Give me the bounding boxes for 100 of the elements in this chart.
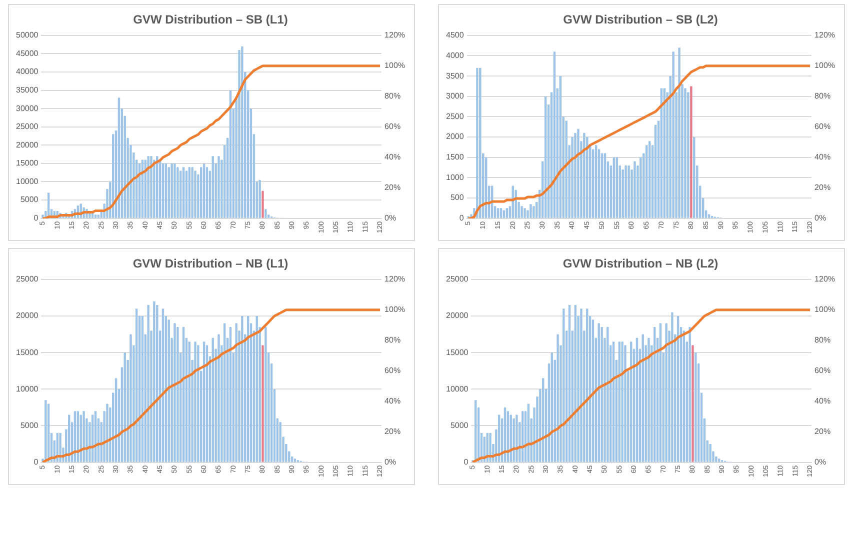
y2-tick-label: 20% [814,183,831,192]
y-tick-label: 1500 [446,152,464,162]
y-tick-label: 3000 [446,92,464,101]
bar [147,305,150,462]
bar [241,316,244,462]
bar [264,326,267,462]
y2-tick-label: 120% [384,30,406,40]
y2-tick-label: 40% [384,152,401,162]
chart-title: GVW Distribution – NB (L1) [132,256,288,271]
y2-tick-label: 100% [384,305,406,314]
y2-tick-label: 80% [384,92,401,101]
y2-tick-label: 100% [814,305,836,314]
bar [94,214,97,218]
bar [583,132,586,218]
bar [200,167,202,218]
y-tick-label: 30000 [16,104,39,113]
y2-tick-label: 40% [814,396,831,406]
bar [153,301,156,462]
y2-tick-label: 20% [384,183,401,192]
y2-tick-label: 120% [384,274,406,284]
y-tick-label: 5000 [450,420,469,430]
bar [654,124,657,218]
bar [616,157,618,218]
bar [512,186,514,218]
bar [212,156,214,218]
y-tick-label: 0 [34,458,39,467]
y-tick-label: 20000 [16,311,39,320]
chart-title: GVW Distribution – SB (L1) [133,12,288,27]
y2-tick-label: 80% [814,336,831,345]
bar [510,414,512,462]
bar [218,156,220,218]
y-tick-label: 500 [450,193,464,202]
bar [197,345,200,462]
bar [672,52,674,218]
y2-tick-label: 100% [814,61,836,70]
y2-tick-label: 120% [814,274,836,284]
bar [502,210,506,218]
y-tick-label: 35000 [16,85,39,94]
bar [692,345,694,462]
y2-tick-label: 0% [384,458,396,467]
bar [594,145,598,218]
bar [621,342,624,462]
bar [174,323,176,462]
bar [606,326,609,462]
bar [496,208,500,218]
bar [524,208,526,218]
y2-tick-label: 80% [384,336,401,345]
bar [262,190,264,218]
bar [612,157,616,218]
bar [476,68,478,218]
y-tick-label: 45000 [16,48,39,58]
bar [164,163,168,218]
bar [176,326,179,462]
bar [188,167,190,218]
y2-tick-label: 0% [814,458,826,467]
bar [202,163,206,218]
y2-tick-label: 20% [384,427,401,436]
bar [194,342,196,462]
bar [586,137,588,218]
y2-tick-label: 0% [814,214,826,223]
y2-tick-label: 40% [384,396,401,406]
bar [150,156,152,218]
bar [168,167,170,218]
bar [520,206,523,218]
bar [624,345,626,462]
bar [153,160,156,218]
y-tick-label: 2000 [446,132,464,142]
bar [262,345,264,462]
y2-tick-label: 60% [384,366,401,376]
bar [218,334,220,462]
bar [688,326,691,462]
bar [516,414,518,462]
y2-tick-label: 20% [814,427,831,436]
bar [179,170,182,218]
bar [684,88,686,218]
bar [479,68,482,218]
y-tick-label: 0 [34,214,39,223]
bar [191,167,194,218]
bar [577,128,580,218]
bar [624,165,627,218]
bar [678,48,680,218]
bar [574,132,576,218]
bar [592,149,594,218]
bar [690,86,692,218]
bar [206,167,208,218]
y2-tick-label: 120% [814,30,836,40]
y-tick-label: 10000 [446,384,469,394]
bar [640,157,642,218]
y2-tick-label: 40% [814,152,831,162]
y-tick-label: 50000 [16,30,39,40]
bar [512,418,515,462]
bar [170,163,173,218]
bar [622,170,624,218]
y-tick-label: 1000 [446,172,464,182]
y-tick-label: 25000 [16,122,39,132]
bar [580,308,582,462]
y2-tick-label: 60% [814,366,831,376]
y-tick-label: 20000 [446,311,469,320]
bar [147,156,150,218]
bar [194,170,196,218]
